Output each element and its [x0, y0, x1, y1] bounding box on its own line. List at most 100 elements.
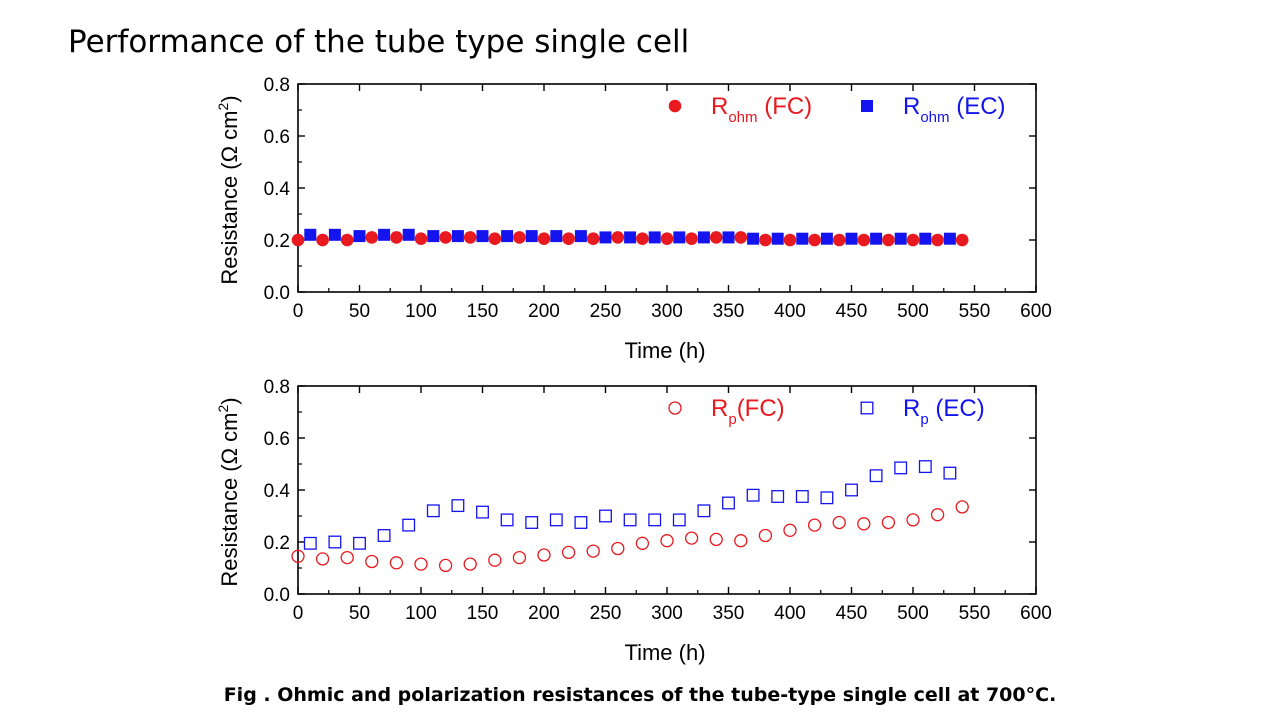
data-point	[586, 544, 600, 558]
data-point	[377, 529, 391, 542]
data-point	[623, 513, 637, 527]
x-tick-label: 250	[590, 603, 622, 624]
data-point	[439, 231, 452, 244]
data-point	[426, 504, 440, 518]
data-point	[512, 550, 527, 565]
data-point	[500, 513, 514, 527]
series-1	[304, 228, 956, 245]
data-point	[328, 535, 342, 549]
data-point	[303, 536, 317, 550]
x-tick-label: 550	[959, 301, 991, 322]
data-point	[771, 232, 784, 245]
data-point	[438, 558, 453, 573]
legend-label: Rohm (FC)	[711, 93, 812, 126]
data-point	[451, 230, 464, 243]
data-point	[427, 230, 440, 243]
data-point	[943, 232, 956, 245]
data-point	[378, 228, 391, 241]
y-axis-title: Resistance (Ω cm2)	[215, 397, 242, 586]
data-point	[414, 232, 428, 245]
data-point	[291, 549, 305, 563]
y-tick-label: 0.0	[264, 585, 290, 606]
y-tick-label: 0.0	[264, 283, 290, 304]
data-point	[709, 532, 723, 547]
x-tick-label: 200	[528, 301, 560, 322]
x-tick-label: 350	[713, 301, 745, 322]
series-1	[303, 460, 957, 550]
data-point	[402, 228, 415, 241]
legend-marker	[668, 401, 682, 415]
y-tick-label: 0.8	[264, 75, 290, 96]
x-tick-label: 100	[405, 301, 437, 322]
x-tick-label: 300	[651, 301, 683, 322]
data-point	[402, 518, 416, 532]
data-point	[463, 231, 477, 244]
data-point	[955, 233, 969, 247]
data-point	[586, 232, 600, 245]
data-point	[414, 557, 428, 571]
data-point	[783, 523, 797, 537]
data-point	[353, 536, 366, 550]
data-point	[660, 534, 674, 548]
y-tick-label: 0.4	[264, 179, 291, 200]
data-point	[463, 557, 477, 571]
data-point	[574, 516, 588, 529]
x-tick-label: 100	[405, 603, 437, 624]
x-tick-label: 600	[1020, 301, 1052, 322]
data-point	[648, 231, 661, 244]
data-point	[476, 230, 489, 243]
x-tick-label: 350	[713, 603, 745, 624]
data-point	[930, 508, 945, 522]
x-tick-label: 50	[349, 603, 370, 624]
legend-marker	[668, 99, 682, 113]
data-point	[304, 228, 317, 241]
data-point	[783, 233, 797, 247]
data-point	[685, 232, 698, 245]
data-point	[796, 232, 809, 245]
data-point	[747, 232, 760, 245]
data-point	[918, 460, 932, 474]
data-point	[870, 232, 883, 245]
y-tick-label: 0.4	[264, 481, 291, 502]
data-point	[550, 230, 563, 243]
x-tick-label: 0	[293, 301, 304, 322]
x-axis-title: Time (h)	[624, 640, 705, 665]
data-point	[501, 230, 514, 243]
data-point	[845, 232, 858, 245]
data-point	[759, 233, 772, 247]
y-tick-label: 0.6	[264, 429, 290, 450]
y-tick-label: 0.2	[264, 231, 290, 252]
legend-marker	[861, 100, 873, 112]
data-point	[820, 491, 834, 505]
data-point	[660, 232, 674, 245]
data-point	[562, 232, 575, 245]
x-tick-label: 150	[467, 301, 499, 322]
data-point	[328, 228, 341, 241]
data-point	[291, 233, 305, 247]
polarization-resistance-chart: 0 50 100 150 200 250 300 350 400 450 500 550 600 0.0 0…	[215, 377, 1052, 665]
data-point	[673, 231, 686, 244]
x-axis-title: Time (h)	[624, 338, 705, 363]
figure-caption: Fig . Ohmic and polarization resistances…	[223, 684, 1057, 706]
data-point	[722, 231, 735, 244]
series-0	[291, 231, 969, 247]
data-point	[599, 509, 612, 523]
data-point	[476, 505, 489, 519]
data-point	[537, 232, 551, 245]
data-point	[906, 513, 920, 527]
data-point	[574, 230, 587, 243]
data-point	[758, 528, 773, 543]
data-point	[845, 483, 858, 497]
y-tick-label: 0.8	[264, 377, 290, 398]
data-point	[832, 515, 846, 530]
data-point	[316, 233, 329, 247]
data-point	[869, 469, 883, 483]
data-point	[771, 490, 785, 503]
data-point	[857, 517, 871, 531]
data-point	[808, 233, 821, 247]
data-point	[488, 232, 502, 245]
data-point	[599, 231, 612, 244]
legend-label: Rp(FC)	[711, 395, 785, 428]
x-tick-label: 300	[651, 603, 683, 624]
data-point	[734, 534, 748, 548]
